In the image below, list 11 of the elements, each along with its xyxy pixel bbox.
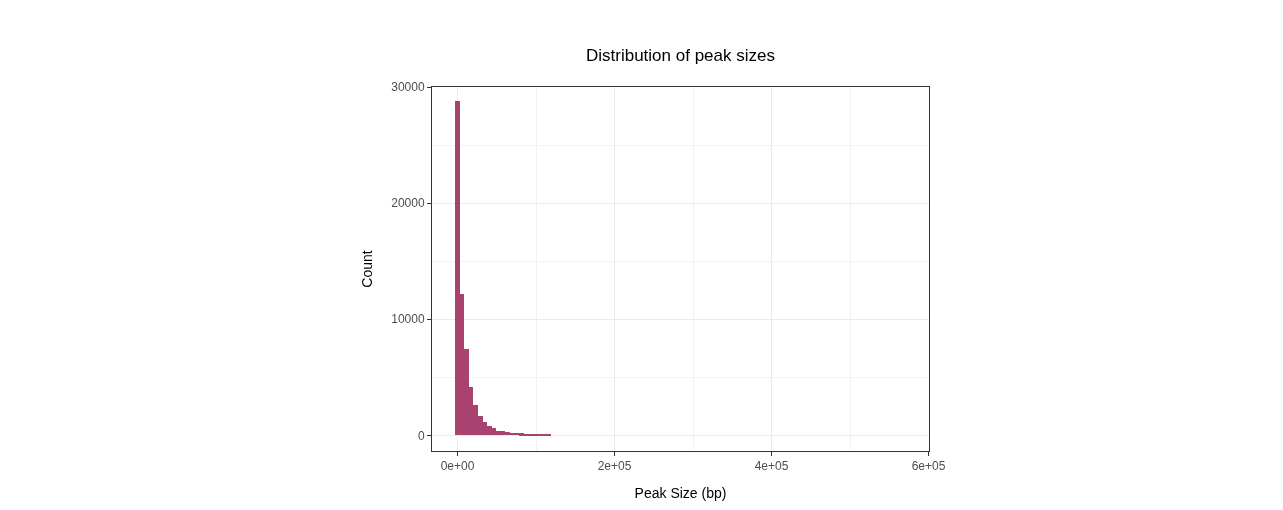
x-tick-label: 6e+05 xyxy=(911,459,946,474)
y-tick-label: 20000 xyxy=(391,196,425,211)
x-tick-label: 4e+05 xyxy=(754,459,789,474)
x-tick-label: 2e+05 xyxy=(597,459,632,474)
y-tick-label: 30000 xyxy=(391,80,425,95)
chart-title: Distribution of peak sizes xyxy=(586,46,775,66)
y-tick-label: 10000 xyxy=(391,312,425,327)
y-axis-title: Count xyxy=(358,250,375,288)
y-tick-label: 0 xyxy=(417,428,425,443)
x-axis-title: Peak Size (bp) xyxy=(634,484,727,501)
x-tick-label: 0e+00 xyxy=(440,459,475,474)
